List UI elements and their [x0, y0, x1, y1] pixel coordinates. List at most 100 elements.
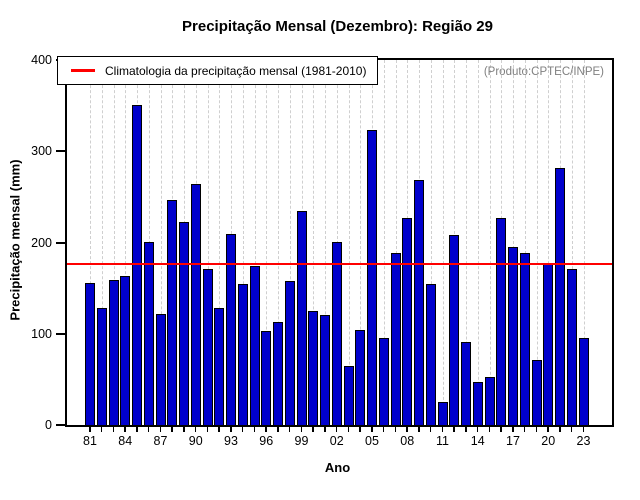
bar-year-81: [85, 283, 95, 425]
bar-year-07: [390, 253, 401, 425]
x-tick-label: 81: [83, 434, 97, 448]
plot-area: [65, 58, 614, 427]
year-gridline: [278, 60, 279, 425]
bar-year-15: [484, 377, 495, 425]
year-gridline: [207, 60, 209, 425]
x-tick: [465, 425, 467, 432]
x-tick-label: 23: [576, 434, 591, 448]
year-gridline: [571, 60, 573, 425]
year-gridline: [383, 60, 385, 425]
year-gridline: [536, 60, 538, 425]
x-tick: [559, 425, 561, 432]
x-tick: [147, 425, 150, 432]
x-tick: [488, 425, 490, 432]
y-tick: [56, 150, 65, 153]
x-tick: [241, 425, 244, 432]
year-gridline: [524, 60, 526, 425]
x-tick-label: 17: [506, 434, 520, 448]
x-tick-label: 08: [400, 434, 415, 448]
y-tick-label: 200: [31, 235, 52, 250]
x-tick: [288, 425, 291, 432]
bar-year-98: [284, 281, 295, 425]
produto-note: (Produto:CPTEC/INPE): [483, 66, 604, 78]
year-gridline: [313, 60, 315, 425]
bar-year-03: [343, 366, 354, 425]
bar-year-10: [425, 284, 436, 425]
x-tick-label: 87: [153, 434, 168, 448]
bar-year-92: [214, 308, 225, 425]
x-tick: [230, 425, 232, 432]
year-gridline: [395, 60, 397, 425]
x-tick: [100, 425, 103, 432]
x-tick: [265, 425, 267, 432]
year-gridline: [430, 60, 432, 425]
bar-year-91: [202, 269, 213, 425]
x-tick: [453, 425, 455, 432]
x-axis-label: Ano: [324, 460, 351, 475]
bar-year-00: [308, 311, 319, 425]
year-gridline: [125, 60, 127, 425]
x-tick: [335, 425, 338, 432]
year-gridline: [90, 60, 91, 425]
x-tick: [300, 425, 302, 432]
x-tick: [382, 425, 385, 432]
bar-year-14: [472, 382, 483, 425]
y-tick-label: 300: [31, 144, 52, 159]
x-tick: [418, 425, 420, 432]
year-gridline: [254, 60, 256, 425]
year-gridline: [513, 60, 514, 425]
bar-year-83: [108, 280, 119, 425]
x-tick: [312, 425, 314, 432]
x-tick: [159, 425, 161, 432]
bar-year-12: [449, 235, 460, 425]
year-gridline: [219, 60, 221, 425]
year-gridline: [489, 60, 491, 425]
legend-red-line-swatch: [71, 69, 95, 72]
bar-year-04: [355, 330, 366, 425]
x-tick: [218, 425, 220, 432]
bar-year-94: [237, 284, 248, 425]
bar-year-20: [543, 264, 554, 425]
bar-year-87: [155, 314, 166, 425]
x-tick: [500, 425, 502, 432]
bar-year-13: [461, 342, 471, 425]
bar-year-99: [296, 211, 307, 425]
x-tick: [547, 425, 549, 432]
year-gridline: [348, 60, 350, 425]
year-gridline: [266, 60, 268, 425]
x-tick-label: 90: [188, 434, 203, 448]
x-tick-label: 99: [294, 434, 309, 448]
x-tick: [441, 425, 443, 432]
bar-year-95: [249, 266, 260, 425]
x-tick: [570, 425, 573, 432]
bar-year-18: [519, 253, 530, 425]
x-tick: [359, 425, 361, 432]
x-tick-label: 96: [259, 434, 274, 448]
x-tick: [512, 425, 514, 432]
x-tick: [523, 425, 526, 432]
year-gridline: [160, 60, 162, 425]
x-tick: [253, 425, 255, 432]
year-gridline: [477, 60, 479, 425]
x-tick: [535, 425, 537, 432]
bar-year-90: [190, 184, 201, 425]
bar-year-06: [378, 338, 389, 425]
x-tick: [582, 425, 584, 432]
bar-year-97: [273, 322, 283, 425]
x-tick: [136, 425, 138, 432]
year-gridline: [466, 60, 467, 425]
x-tick-label: 05: [365, 434, 379, 448]
year-gridline: [113, 60, 115, 425]
bar-year-84: [120, 276, 131, 425]
bar-year-01: [320, 315, 330, 425]
bar-year-96: [261, 331, 272, 425]
bar-year-22: [566, 269, 577, 425]
bar-year-93: [226, 234, 236, 425]
x-tick: [371, 425, 373, 432]
legend-box: Climatologia da precipitação mensal (198…: [57, 56, 378, 85]
climatology-line: [67, 263, 612, 266]
year-gridline: [360, 60, 362, 425]
chart-title: Precipitação Mensal (Dezembro): Região 2…: [182, 18, 493, 35]
bar-year-88: [167, 200, 178, 425]
